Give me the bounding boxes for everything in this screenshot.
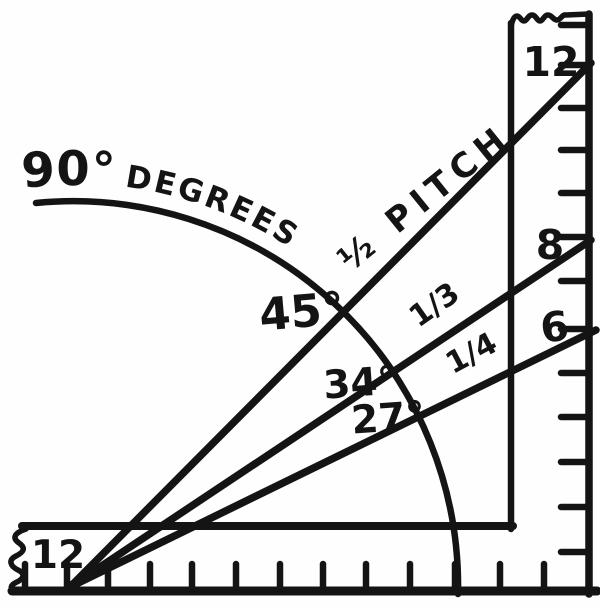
- angle-45-label: 45°: [257, 281, 346, 341]
- pitch-lines-vertex: [64, 581, 76, 593]
- arc-caption-90: 90°: [19, 141, 117, 200]
- tongue-torn-left-edge: [8, 526, 29, 595]
- quarter-pitch-line: [66, 326, 600, 591]
- half-pitch-label: ½ PITCH: [330, 117, 519, 280]
- angle-27-label: 27°: [350, 394, 427, 444]
- blade-torn-top-edge: [508, 11, 592, 30]
- right-ruler-ticks: [557, 21, 590, 556]
- run-12-label: 12: [31, 533, 85, 578]
- quarter-circle-arc: [32, 197, 462, 598]
- arc-caption: 90° DEGREES: [19, 141, 306, 255]
- rise-12-label: 12: [522, 38, 579, 86]
- rise-6-label: 6: [538, 302, 571, 353]
- square-vertical-blade: [507, 10, 593, 598]
- pitch-lines: [66, 59, 600, 591]
- angle-34-label: 34°: [322, 359, 399, 409]
- rise-8-label: 8: [536, 221, 565, 269]
- third-pitch-line: [66, 236, 595, 591]
- half-pitch-line: [66, 59, 595, 591]
